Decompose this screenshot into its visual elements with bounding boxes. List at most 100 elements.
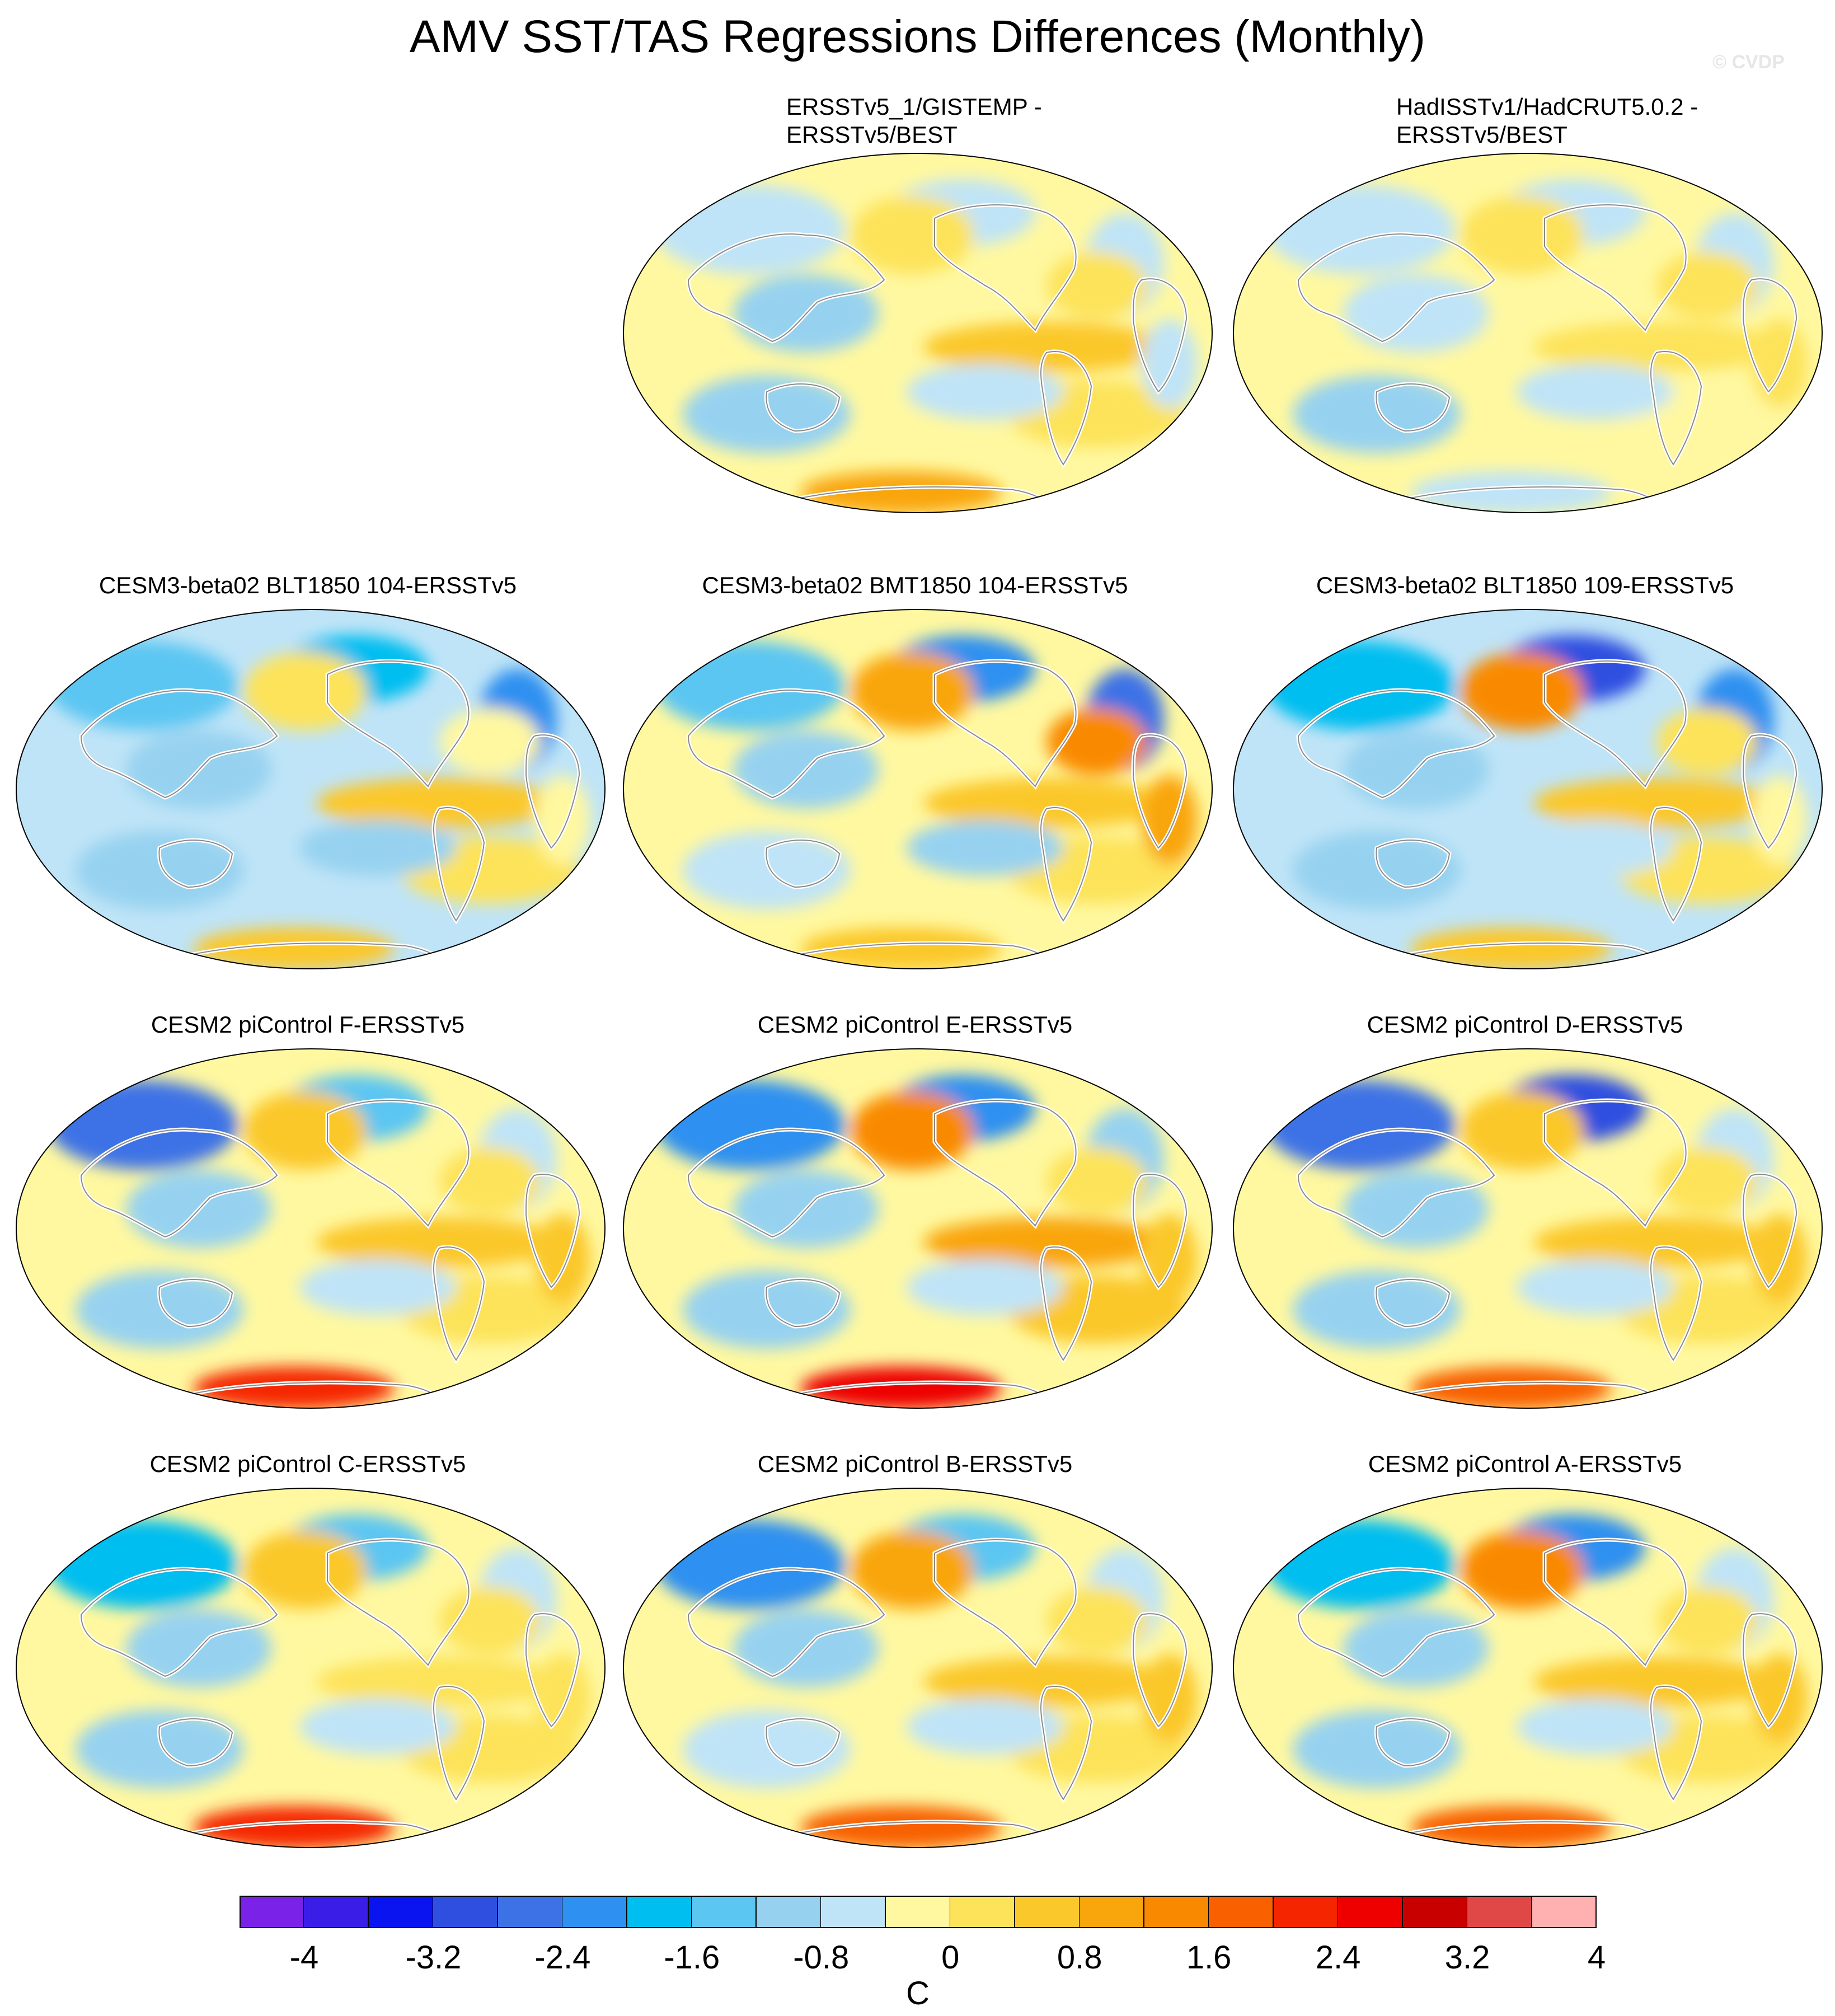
- coastline-edge: [934, 660, 1077, 787]
- panel-title: CESM2 piControl F-ERSSTv5: [6, 1011, 610, 1039]
- colorbar: [240, 1896, 1597, 1928]
- coastline-edge: [1742, 734, 1798, 849]
- anomaly-region: [923, 1657, 1170, 1707]
- anomaly-region: [1410, 1806, 1612, 1848]
- colorbar-box: [1467, 1896, 1533, 1928]
- colorbar-box: [627, 1896, 692, 1928]
- colorbar-box: [692, 1896, 757, 1928]
- anomaly-region: [1142, 775, 1198, 865]
- colorbar-box: [1209, 1896, 1274, 1928]
- anomaly-region: [316, 1657, 562, 1707]
- anomaly-region: [193, 1367, 395, 1408]
- anomaly-region: [1533, 778, 1780, 828]
- anomaly-region: [1533, 1657, 1780, 1707]
- colorbar-tick-label: 2.4: [1315, 1939, 1361, 1976]
- anomaly-region: [655, 641, 845, 730]
- world-map: [16, 609, 606, 969]
- map-border: [1233, 1048, 1823, 1409]
- anomaly-region: [683, 375, 851, 453]
- colorbar-tick-label: -0.8: [793, 1939, 850, 1976]
- anomaly-region: [1293, 831, 1461, 909]
- coastline-edge: [1544, 660, 1687, 787]
- coastline-edge: [934, 204, 1077, 331]
- anomaly-region: [439, 708, 540, 775]
- field-layer: [1233, 610, 1822, 969]
- map-panel: CESM3-beta02 BLT1850 104-ERSSTv5: [6, 551, 610, 982]
- coastline-edge: [525, 1613, 580, 1728]
- coastline-edge: [934, 1100, 1077, 1227]
- colorbar-box: [950, 1896, 1016, 1928]
- world-map: [16, 1488, 606, 1848]
- coastline-edge: [1376, 1718, 1451, 1767]
- anomaly-region: [923, 1217, 1170, 1268]
- anomaly-region: [800, 1367, 1002, 1408]
- anomaly-region: [907, 820, 1063, 876]
- field-layer: [1233, 153, 1822, 513]
- anomaly-region: [1410, 1367, 1612, 1408]
- colorbar-box: [1273, 1896, 1339, 1928]
- anomaly-region: [1142, 319, 1198, 409]
- anomaly-region: [439, 1587, 540, 1654]
- anomaly-region: [683, 1270, 851, 1349]
- coastline-edge: [1742, 1174, 1798, 1288]
- coastline-edge: [433, 1246, 485, 1361]
- anomaly-region: [534, 1654, 590, 1743]
- colorbar-tick-label: -4: [289, 1939, 319, 1976]
- anomaly-region: [1752, 1654, 1808, 1743]
- colorbar-tick-label: 0.8: [1057, 1939, 1102, 1976]
- coastline-edge: [1132, 278, 1188, 393]
- panel-title: HadISSTv1/HadCRUT5.0.2 - ERSSTv5/BEST: [1396, 93, 1827, 149]
- world-map: [16, 1048, 606, 1409]
- world-map: [623, 1048, 1213, 1409]
- coastline-edge: [687, 1129, 885, 1238]
- panel-title-line: CESM3-beta02 BMT1850 104-ERSSTv5: [702, 572, 1128, 598]
- anomaly-region: [1656, 708, 1757, 775]
- anomaly-region: [655, 1080, 845, 1170]
- coastline-edge: [1297, 1568, 1495, 1677]
- anomaly-region: [534, 775, 590, 865]
- coastline-edge: [1742, 278, 1798, 393]
- panel-title: CESM2 piControl C-ERSSTv5: [6, 1450, 610, 1478]
- anomaly-region: [1142, 1654, 1198, 1743]
- coastline-edge: [1650, 807, 1702, 922]
- anomaly-region: [800, 471, 1002, 513]
- panel-title: CESM2 piControl D-ERSSTv5: [1223, 1011, 1827, 1039]
- colorbar-tick-label: -3.2: [405, 1939, 462, 1976]
- panel-title-line: CESM2 piControl B-ERSSTv5: [757, 1451, 1073, 1477]
- coastline-edge: [525, 1174, 580, 1288]
- figure-title: AMV SST/TAS Regressions Differences (Mon…: [409, 11, 1426, 62]
- coastline-edge: [1650, 1246, 1702, 1361]
- colorbar-box: [498, 1896, 563, 1928]
- anomaly-region: [1293, 1710, 1461, 1788]
- coastline-edge: [1297, 233, 1495, 343]
- coastline-edge: [80, 690, 278, 799]
- panel-title-line: CESM2 piControl D-ERSSTv5: [1367, 1011, 1683, 1038]
- colorbar-box: [433, 1896, 499, 1928]
- coastline-edge: [525, 734, 580, 849]
- coastline-edge: [1297, 1129, 1495, 1238]
- colorbar-frame: [240, 1896, 1597, 1928]
- map-panel: CESM2 piControl F-ERSSTv5: [6, 991, 610, 1422]
- coastline-edge: [1132, 1613, 1188, 1728]
- anomaly-region: [1752, 775, 1808, 865]
- map-panel: CESM3-beta02 BMT1850 104-ERSSTv5: [613, 551, 1217, 982]
- anomaly-region: [655, 185, 845, 274]
- anomaly-region: [923, 778, 1170, 828]
- colorbar-box: [1015, 1896, 1080, 1928]
- colorbar-box: [562, 1896, 628, 1928]
- anomaly-region: [1293, 375, 1461, 453]
- anomaly-region: [1752, 319, 1808, 409]
- anomaly-region: [655, 1520, 845, 1609]
- field-layer: [16, 610, 605, 969]
- field-layer: [16, 1049, 605, 1408]
- anomaly-region: [299, 820, 456, 876]
- panel-title: CESM3-beta02 BLT1850 109-ERSSTv5: [1223, 571, 1827, 599]
- map-border: [1233, 153, 1823, 513]
- colorbar-tick-label: 3.2: [1444, 1939, 1490, 1976]
- colorbar-tick-label: 4: [1587, 1939, 1606, 1976]
- map-border: [623, 153, 1213, 513]
- anomaly-region: [923, 322, 1170, 372]
- anomaly-region: [76, 1710, 243, 1788]
- panel-title: CESM3-beta02 BMT1850 104-ERSSTv5: [613, 571, 1217, 599]
- anomaly-region: [800, 927, 1002, 969]
